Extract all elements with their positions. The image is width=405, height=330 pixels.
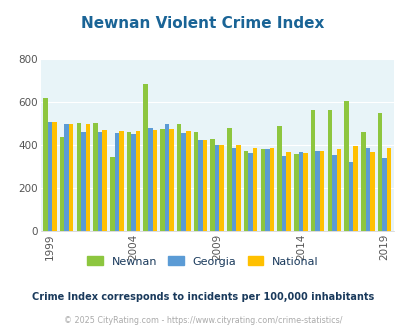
Bar bbox=[269, 148, 273, 231]
Bar bbox=[281, 156, 286, 231]
Bar bbox=[198, 140, 202, 231]
Bar bbox=[98, 132, 102, 231]
Bar bbox=[277, 126, 281, 231]
Bar bbox=[185, 131, 190, 231]
Bar bbox=[202, 140, 207, 231]
Bar bbox=[119, 131, 123, 231]
Bar bbox=[214, 145, 219, 231]
Bar bbox=[348, 162, 352, 231]
Bar bbox=[102, 130, 107, 231]
Bar bbox=[60, 137, 64, 231]
Bar bbox=[85, 124, 90, 231]
Bar bbox=[177, 124, 181, 231]
Bar bbox=[160, 129, 164, 231]
Bar bbox=[343, 101, 348, 231]
Bar bbox=[52, 122, 56, 231]
Bar bbox=[365, 148, 369, 231]
Bar bbox=[227, 128, 231, 231]
Bar bbox=[143, 84, 148, 231]
Bar bbox=[148, 128, 152, 231]
Bar bbox=[336, 149, 340, 231]
Bar bbox=[236, 145, 240, 231]
Bar bbox=[81, 132, 85, 231]
Text: Crime Index corresponds to incidents per 100,000 inhabitants: Crime Index corresponds to incidents per… bbox=[32, 292, 373, 302]
Bar bbox=[181, 133, 185, 231]
Bar bbox=[327, 110, 331, 231]
Bar bbox=[331, 155, 336, 231]
Bar bbox=[164, 124, 169, 231]
Bar bbox=[131, 135, 135, 231]
Bar bbox=[382, 158, 386, 231]
Bar bbox=[260, 149, 264, 231]
Bar bbox=[386, 148, 390, 231]
Bar bbox=[377, 113, 382, 231]
Bar bbox=[252, 148, 257, 231]
Bar bbox=[47, 122, 52, 231]
Bar bbox=[298, 152, 303, 231]
Text: © 2025 CityRating.com - https://www.cityrating.com/crime-statistics/: © 2025 CityRating.com - https://www.city… bbox=[64, 315, 341, 325]
Bar bbox=[360, 132, 365, 231]
Bar bbox=[193, 132, 198, 231]
Bar bbox=[64, 124, 68, 231]
Bar bbox=[264, 149, 269, 231]
Bar bbox=[243, 150, 248, 231]
Bar bbox=[76, 123, 81, 231]
Bar bbox=[369, 152, 374, 231]
Bar bbox=[310, 110, 315, 231]
Bar bbox=[135, 131, 140, 231]
Bar bbox=[43, 98, 47, 231]
Bar bbox=[210, 139, 214, 231]
Bar bbox=[286, 152, 290, 231]
Bar bbox=[248, 153, 252, 231]
Legend: Newnan, Georgia, National: Newnan, Georgia, National bbox=[87, 256, 318, 267]
Text: Newnan Violent Crime Index: Newnan Violent Crime Index bbox=[81, 16, 324, 31]
Bar bbox=[93, 123, 98, 231]
Bar bbox=[68, 124, 73, 231]
Bar bbox=[352, 146, 357, 231]
Bar bbox=[126, 132, 131, 231]
Bar bbox=[169, 129, 173, 231]
Bar bbox=[231, 148, 236, 231]
Bar bbox=[114, 133, 119, 231]
Bar bbox=[152, 130, 157, 231]
Bar bbox=[303, 153, 307, 231]
Bar bbox=[110, 157, 114, 231]
Bar bbox=[219, 145, 224, 231]
Bar bbox=[293, 154, 298, 231]
Bar bbox=[315, 150, 319, 231]
Bar bbox=[319, 151, 324, 231]
